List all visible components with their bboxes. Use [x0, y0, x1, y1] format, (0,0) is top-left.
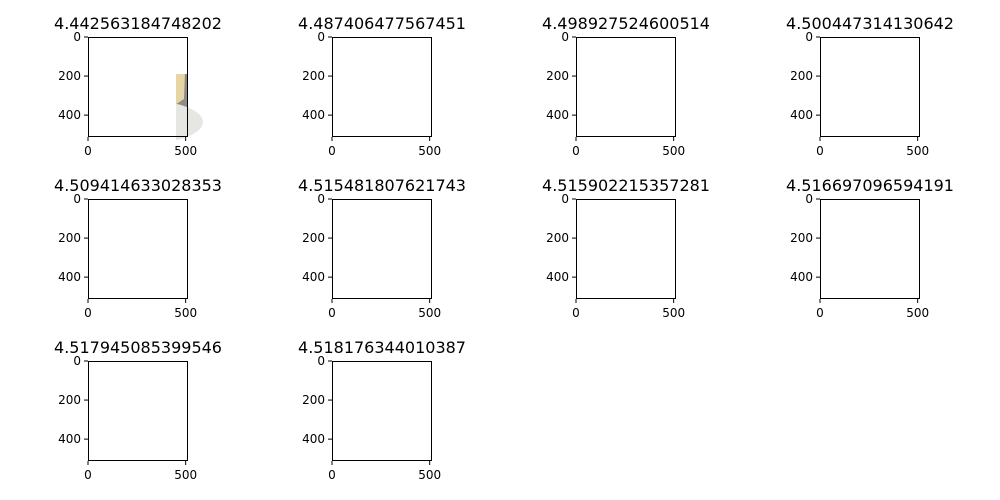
- x-tick-label: 0: [572, 306, 580, 320]
- y-tick-label: 400: [302, 108, 325, 122]
- food-image: [576, 37, 676, 137]
- y-tick-label: 200: [302, 69, 325, 83]
- food-image: [332, 37, 432, 140]
- x-tick-label: 0: [816, 144, 824, 158]
- y-tick-label: 200: [58, 231, 81, 245]
- subplot-title: 4.515902215357281: [542, 176, 710, 195]
- x-tick-label: 0: [328, 468, 336, 482]
- y-tick-label: 400: [58, 270, 81, 284]
- y-tick-label: 400: [790, 270, 813, 284]
- x-tick-label: 500: [906, 144, 929, 158]
- x-tick-label: 500: [418, 468, 441, 482]
- axes-frame: [820, 199, 920, 299]
- y-tick-label: 200: [790, 231, 813, 245]
- y-tick-label: 400: [58, 108, 81, 122]
- y-tick-label: 400: [546, 108, 569, 122]
- y-tick-label: 400: [790, 108, 813, 122]
- y-tick-label: 400: [58, 432, 81, 446]
- subplot-title: 4.518176344010387: [298, 338, 466, 357]
- y-tick-label: 200: [58, 393, 81, 407]
- x-tick-label: 500: [418, 144, 441, 158]
- axes-frame: [332, 37, 432, 137]
- subplot-title: 4.500447314130642: [786, 14, 954, 33]
- y-tick-label: 0: [73, 30, 81, 44]
- y-tick-label: 0: [317, 192, 325, 206]
- food-image: [820, 199, 920, 301]
- y-tick-label: 0: [561, 192, 569, 206]
- axes-frame: [88, 199, 188, 299]
- y-tick-label: 400: [546, 270, 569, 284]
- food-image: [88, 361, 188, 461]
- x-tick-label: 500: [174, 468, 197, 482]
- axes-frame: [88, 37, 188, 137]
- y-tick-label: 0: [805, 30, 813, 44]
- food-image: [820, 37, 920, 137]
- axes-frame: [332, 361, 432, 461]
- axes-frame: [88, 361, 188, 461]
- x-tick-label: 0: [84, 468, 92, 482]
- axes-frame: [332, 199, 432, 299]
- food-image: [88, 199, 188, 299]
- x-tick-label: 500: [906, 306, 929, 320]
- y-tick-label: 0: [317, 30, 325, 44]
- y-tick-label: 0: [805, 192, 813, 206]
- axes-frame: [576, 37, 676, 137]
- subplot-title: 4.442563184748202: [54, 14, 222, 33]
- x-tick-label: 500: [174, 144, 197, 158]
- subplot-title: 4.498927524600514: [542, 14, 710, 33]
- y-tick-label: 0: [73, 192, 81, 206]
- x-tick-label: 500: [418, 306, 441, 320]
- y-tick-label: 400: [302, 270, 325, 284]
- y-tick-label: 200: [302, 231, 325, 245]
- y-tick-label: 200: [546, 231, 569, 245]
- x-tick-label: 500: [662, 306, 685, 320]
- subplot-title: 4.509414633028353: [54, 176, 222, 195]
- y-tick-label: 200: [546, 69, 569, 83]
- x-tick-label: 0: [572, 144, 580, 158]
- axes-frame: [576, 199, 676, 299]
- food-image: [332, 199, 432, 299]
- x-tick-label: 0: [328, 144, 336, 158]
- y-tick-label: 0: [73, 354, 81, 368]
- x-tick-label: 500: [174, 306, 197, 320]
- x-tick-label: 0: [84, 144, 92, 158]
- x-tick-label: 0: [328, 306, 336, 320]
- x-tick-label: 0: [816, 306, 824, 320]
- subplot-title: 4.515481807621743: [298, 176, 466, 195]
- subplot-title: 4.487406477567451: [298, 14, 466, 33]
- y-tick-label: 200: [58, 69, 81, 83]
- food-image: [576, 199, 676, 299]
- food-image: [332, 361, 432, 462]
- x-tick-label: 0: [84, 306, 92, 320]
- y-tick-label: 0: [561, 30, 569, 44]
- y-tick-label: 200: [790, 69, 813, 83]
- axes-frame: [820, 37, 920, 137]
- x-tick-label: 500: [662, 144, 685, 158]
- y-tick-label: 0: [317, 354, 325, 368]
- y-tick-label: 400: [302, 432, 325, 446]
- subplot-title: 4.517945085399546: [54, 338, 222, 357]
- food-image: [176, 74, 203, 144]
- subplot-title: 4.516697096594191: [786, 176, 954, 195]
- y-tick-label: 200: [302, 393, 325, 407]
